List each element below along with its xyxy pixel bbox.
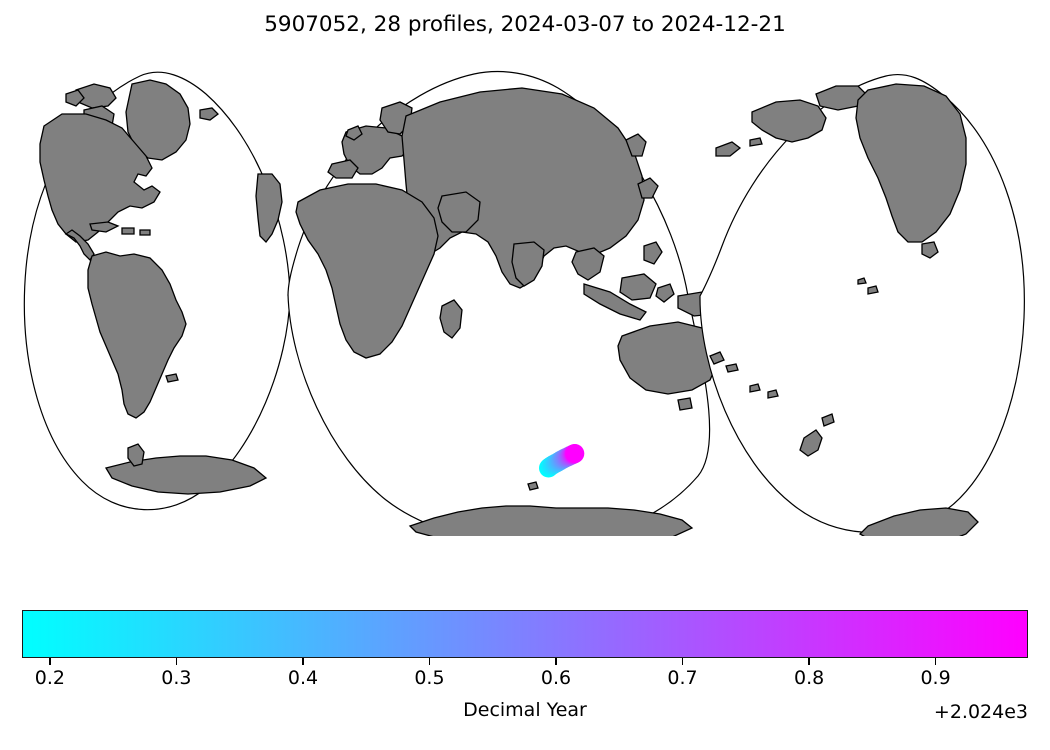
- colorbar-tick-label: 0.6: [540, 667, 572, 689]
- land-caribbean-islands: [89, 221, 151, 236]
- colorbar-tick: [175, 658, 178, 665]
- land-antarctica-indian: [408, 505, 694, 536]
- land-antarctica-pacific: [858, 507, 979, 536]
- colorbar-tick: [681, 658, 684, 665]
- land-west-africa-sliver: [255, 173, 283, 243]
- land-borneo: [619, 273, 657, 301]
- land-antarctic-peninsula: [127, 443, 145, 467]
- land-sulawesi: [655, 283, 675, 303]
- land-falklands: [165, 373, 179, 383]
- page-title: 5907052, 28 profiles, 2024-03-07 to 2024…: [264, 12, 786, 37]
- colorbar-tick-label: 0.7: [667, 667, 698, 689]
- land-south-america: [87, 251, 187, 419]
- land-british-isles: [345, 125, 363, 141]
- land-philippines: [643, 241, 663, 265]
- colorbar-offset-text: +2.024e3: [933, 701, 1028, 723]
- profile-scatter-points: [539, 444, 585, 478]
- land-africa: [295, 183, 439, 359]
- land-tasmania: [677, 397, 693, 411]
- colorbar-tick-label: 0.8: [793, 667, 825, 689]
- land-arabia: [437, 191, 481, 233]
- colorbar-tick: [49, 658, 51, 665]
- land-sakhalin-kamchatka: [625, 133, 647, 157]
- world-map: [23, 70, 1025, 536]
- colorbar-tick-label: 0.3: [161, 667, 192, 689]
- colorbar-tick: [808, 658, 810, 665]
- colorbar-tick: [302, 658, 304, 665]
- land-ellesmere: [65, 89, 85, 107]
- land-antarctica-atlantic: [104, 455, 268, 495]
- colorbar[interactable]: [22, 610, 1028, 658]
- land-sumatra-java: [583, 283, 647, 321]
- land-north-america-west: [855, 83, 967, 243]
- land-baja-california: [921, 241, 939, 259]
- land-greenland: [125, 79, 191, 161]
- land-hawaii: [857, 277, 879, 295]
- land-iceland: [199, 107, 219, 121]
- colorbar-tick: [934, 658, 937, 665]
- land-madagascar: [439, 299, 463, 339]
- map-axes: [10, 56, 1040, 536]
- land-alaska: [751, 99, 827, 143]
- land-india: [511, 241, 545, 287]
- land-new-zealand: [799, 413, 835, 457]
- colorbar-ticklabels: 0.2 0.3 0.4 0.5 0.6 0.7 0.8 0.9: [0, 666, 1050, 696]
- colorbar-tick-label: 0.2: [34, 667, 65, 689]
- land-aleutians: [715, 137, 763, 157]
- colorbar-tick-label: 0.9: [920, 667, 951, 689]
- map-lobe-eurasia-africa: [287, 70, 719, 536]
- colorbar-tickmarks: [22, 658, 1028, 666]
- land-australia: [617, 321, 719, 395]
- map-lobe-pacific: [699, 73, 1025, 536]
- land-melanesia: [709, 351, 739, 373]
- profile-point: [565, 444, 585, 463]
- colorbar-tick: [428, 658, 431, 665]
- colorbar-tick-label: 0.4: [287, 667, 319, 689]
- colorbar-tick-label: 0.5: [414, 667, 445, 689]
- colorbar-tick: [555, 658, 557, 665]
- land-canadian-arctic-islands: [75, 83, 117, 109]
- land-north-america: [39, 113, 161, 243]
- land-indochina: [571, 247, 605, 281]
- land-iberia: [327, 159, 359, 179]
- land-japan: [637, 177, 659, 199]
- colorbar-gradient: [22, 610, 1028, 658]
- land-fiji-samoa: [749, 383, 779, 399]
- map-lobe-americas: [23, 71, 291, 511]
- land-kerguelen: [527, 481, 539, 491]
- colorbar-axis-label: Decimal Year: [463, 699, 587, 721]
